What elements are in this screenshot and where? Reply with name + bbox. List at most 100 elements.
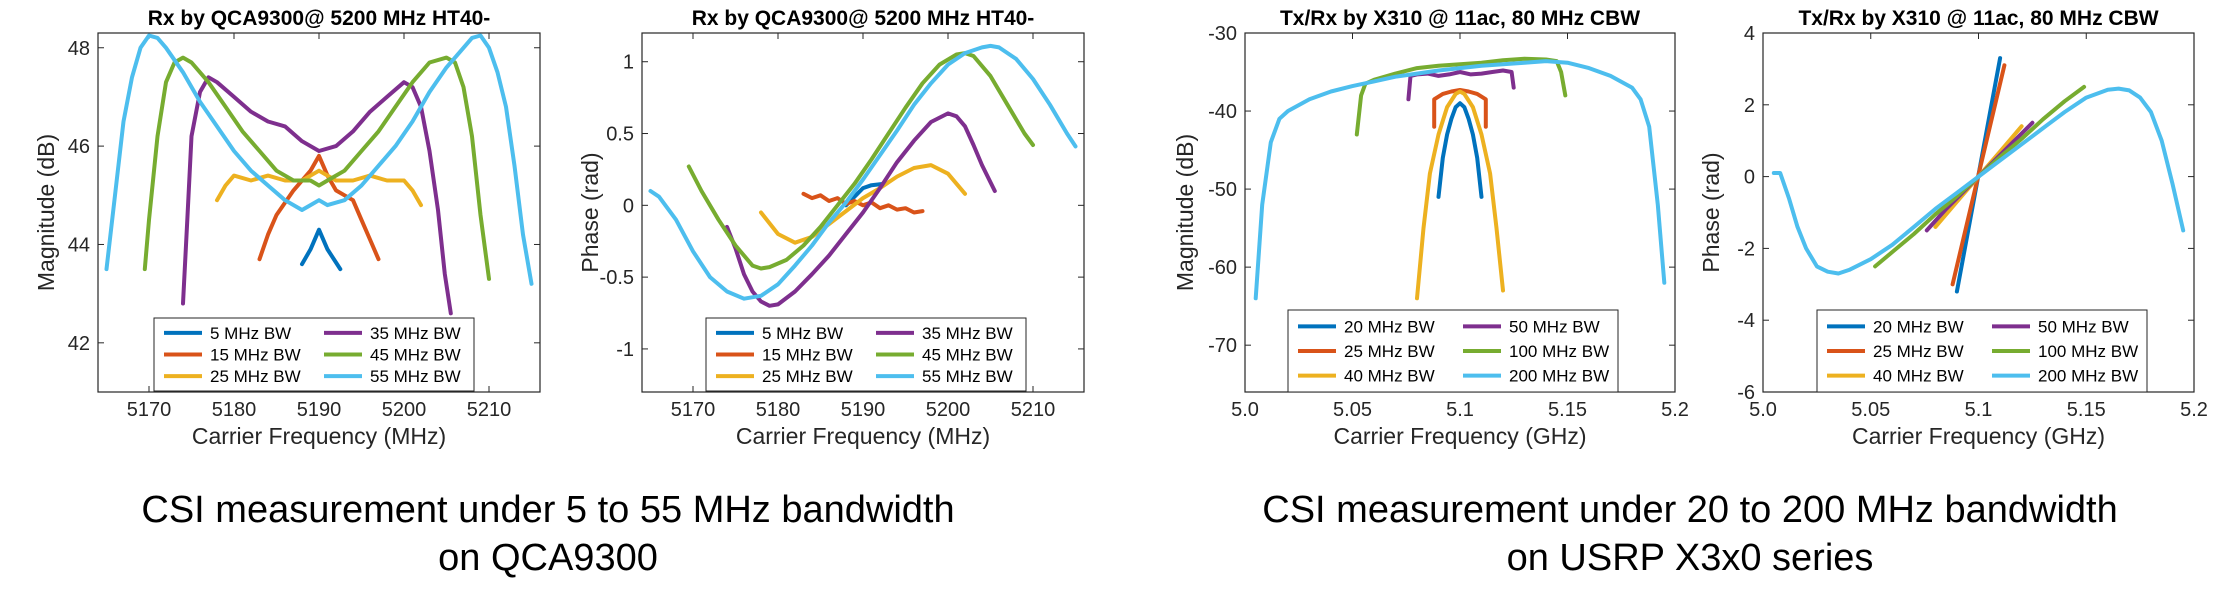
y-tick-label: -2 bbox=[1737, 238, 1755, 260]
y-tick-label: -1 bbox=[616, 339, 634, 361]
y-tick-label: -60 bbox=[1208, 257, 1237, 279]
legend-label: 45 MHz BW bbox=[922, 346, 1013, 365]
y-tick-label: 48 bbox=[68, 38, 90, 60]
x-tick-label: 5.05 bbox=[1333, 399, 1372, 421]
x-tick-label: 5200 bbox=[382, 399, 427, 421]
legend-label: 40 MHz BW bbox=[1344, 367, 1435, 386]
x-axis-label: Carrier Frequency (GHz) bbox=[1852, 423, 2105, 449]
legend-box bbox=[1287, 309, 1619, 393]
caption-left: CSI measurement under 5 to 55 MHz bandwi… bbox=[48, 486, 1048, 582]
legend-label: 100 MHz BW bbox=[1509, 342, 1609, 361]
y-tick-label: -50 bbox=[1208, 179, 1237, 201]
x-tick-label: 5180 bbox=[212, 399, 257, 421]
x-tick-label: 5170 bbox=[671, 399, 716, 421]
legend-label: 35 MHz BW bbox=[370, 324, 461, 343]
chart-4: 5.0 5.05 5.1 5.15 5.2 -6 -4 -2 0 2 4 Tx/Rx by X310 … bbox=[1698, 7, 2208, 449]
series-line-55-mhz-bw bbox=[648, 43, 1078, 301]
legend-label: 50 MHz BW bbox=[2038, 317, 2129, 336]
series-line-45-mhz-bw bbox=[686, 51, 1035, 271]
plot-area bbox=[1771, 56, 2186, 294]
caption-right-line-2: on USRP X3x0 series bbox=[1506, 537, 1874, 579]
x-tick-label: 5.0 bbox=[1231, 399, 1259, 421]
series-line-25-mhz-bw bbox=[215, 168, 423, 208]
plot-area bbox=[104, 33, 534, 316]
legend-label: 100 MHz BW bbox=[2038, 342, 2138, 361]
legend-label: 40 MHz BW bbox=[1873, 367, 1964, 386]
x-tick-label: 5180 bbox=[756, 399, 801, 421]
series-line-5-mhz-bw bbox=[844, 181, 887, 208]
y-tick-label: 46 bbox=[68, 136, 90, 158]
plot-area bbox=[648, 43, 1078, 308]
series-line-5-mhz-bw bbox=[300, 227, 343, 272]
legend-box bbox=[153, 317, 475, 392]
y-tick-label: 0 bbox=[623, 195, 634, 217]
chart-title: Rx by QCA9300@ 5200 MHz HT40- bbox=[148, 7, 491, 30]
x-tick-label: 5.15 bbox=[2067, 399, 2106, 421]
legend-label: 20 MHz BW bbox=[1344, 317, 1435, 336]
y-tick-label: 0 bbox=[1744, 167, 1755, 189]
chart-2: 5170 5180 5190 5200 5210 -1 -0.5 0 0.5 1 Rx by QCA… bbox=[577, 7, 1085, 449]
legend-label: 200 MHz BW bbox=[2038, 367, 2138, 386]
chart-title: Tx/Rx by X310 @ 11ac, 80 MHz CBW bbox=[1798, 7, 2158, 30]
legend-box bbox=[1816, 309, 2148, 393]
legend-label: 25 MHz BW bbox=[1344, 342, 1435, 361]
caption-right: CSI measurement under 20 to 200 MHz band… bbox=[1190, 486, 2190, 582]
series-line-25-mhz-bw bbox=[759, 163, 967, 245]
y-axis-label: Phase (rad) bbox=[577, 152, 603, 272]
legend-label: 50 MHz BW bbox=[1509, 317, 1600, 336]
y-tick-label: -6 bbox=[1737, 382, 1755, 404]
legend: 20 MHz BW 25 MHz BW 40 MHz BW 50 MHz BW 100 … bbox=[1816, 309, 2148, 393]
x-tick-label: 5.2 bbox=[2180, 399, 2208, 421]
legend: 5 MHz BW 15 MHz BW 25 MHz BW 35 MHz BW 45 MH… bbox=[705, 317, 1027, 392]
x-tick-label: 5.0 bbox=[1749, 399, 1777, 421]
legend: 5 MHz BW 15 MHz BW 25 MHz BW 35 MHz BW 45 MH… bbox=[153, 317, 475, 392]
x-tick-label: 5.2 bbox=[1661, 399, 1689, 421]
plot-area bbox=[1253, 56, 1667, 301]
caption-left-line-2: on QCA9300 bbox=[438, 537, 658, 579]
y-axis-label: Magnitude (dB) bbox=[33, 134, 59, 291]
legend-label: 200 MHz BW bbox=[1509, 367, 1609, 386]
legend-label: 25 MHz BW bbox=[1873, 342, 1964, 361]
legend-label: 15 MHz BW bbox=[762, 346, 853, 365]
x-axis-label: Carrier Frequency (MHz) bbox=[192, 423, 446, 449]
legend: 20 MHz BW 25 MHz BW 40 MHz BW 50 MHz BW 100 … bbox=[1287, 309, 1619, 393]
series-line-20-mhz-bw bbox=[1436, 101, 1484, 199]
y-tick-label: 4 bbox=[1744, 23, 1755, 45]
legend-label: 15 MHz BW bbox=[210, 346, 301, 365]
chart-title: Rx by QCA9300@ 5200 MHz HT40- bbox=[692, 7, 1035, 30]
legend-label: 45 MHz BW bbox=[370, 346, 461, 365]
legend-label: 55 MHz BW bbox=[370, 367, 461, 386]
x-tick-label: 5.1 bbox=[1446, 399, 1474, 421]
chart-3: 5.0 5.05 5.1 5.15 5.2 -70 -60 -50 -40 -30 Tx/Rx by… bbox=[1172, 7, 1689, 449]
y-tick-label: -4 bbox=[1737, 310, 1755, 332]
y-tick-label: -0.5 bbox=[600, 267, 634, 289]
y-tick-label: -40 bbox=[1208, 101, 1237, 123]
x-tick-label: 5170 bbox=[127, 399, 172, 421]
chart-title: Tx/Rx by X310 @ 11ac, 80 MHz CBW bbox=[1280, 7, 1640, 30]
legend-box bbox=[705, 317, 1027, 392]
legend-label: 25 MHz BW bbox=[762, 367, 853, 386]
x-tick-label: 5200 bbox=[926, 399, 971, 421]
x-tick-label: 5.05 bbox=[1851, 399, 1890, 421]
y-tick-label: -30 bbox=[1208, 23, 1237, 45]
series-line-35-mhz-bw bbox=[181, 75, 453, 316]
legend-label: 5 MHz BW bbox=[210, 324, 291, 343]
caption-left-line-1: CSI measurement under 5 to 55 MHz bandwi… bbox=[141, 489, 955, 531]
legend-label: 20 MHz BW bbox=[1873, 317, 1964, 336]
x-axis-label: Carrier Frequency (GHz) bbox=[1333, 423, 1586, 449]
caption-right-line-1: CSI measurement under 20 to 200 MHz band… bbox=[1262, 489, 2118, 531]
y-tick-label: 1 bbox=[623, 52, 634, 74]
series-line-200-mhz-bw bbox=[1253, 59, 1667, 301]
x-tick-label: 5190 bbox=[297, 399, 342, 421]
series-line-40-mhz-bw bbox=[1415, 89, 1505, 301]
series-line-200-mhz-bw bbox=[1771, 86, 2186, 276]
chart-1: 5170 5180 5190 5200 5210 42 44 46 48 Rx by QCA930… bbox=[33, 7, 541, 449]
legend-label: 25 MHz BW bbox=[210, 367, 301, 386]
series-line-55-mhz-bw bbox=[104, 33, 534, 286]
y-tick-label: 42 bbox=[68, 333, 90, 355]
x-tick-label: 5.1 bbox=[1965, 399, 1993, 421]
x-axis-label: Carrier Frequency (MHz) bbox=[736, 423, 990, 449]
y-axis-label: Phase (rad) bbox=[1698, 152, 1724, 272]
series-line-15-mhz-bw bbox=[801, 191, 925, 215]
